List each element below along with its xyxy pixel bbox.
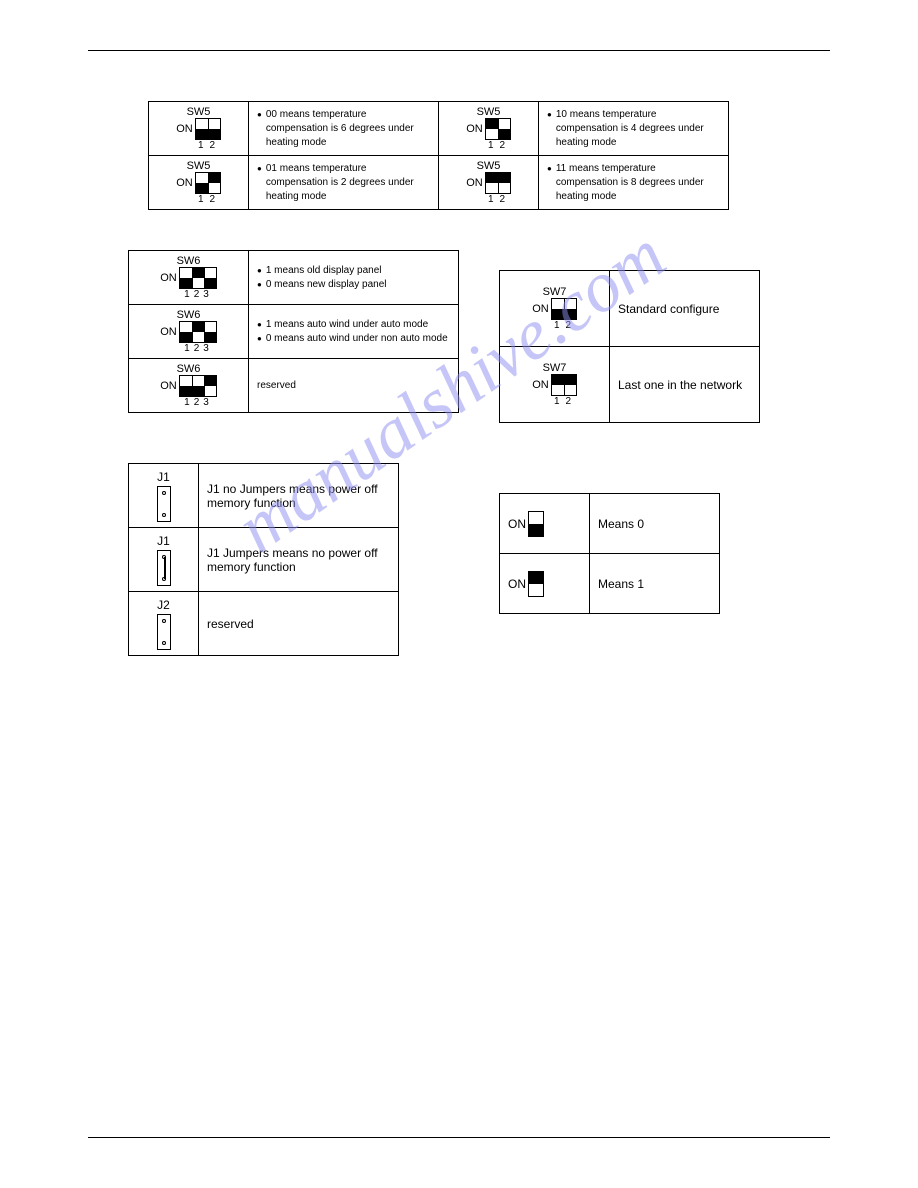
jumper-icon: J2 [157,598,171,650]
jumper-legend-row: J1 J1 no Jumpers means power off memory … [128,463,830,656]
sw6-r1-b1: 1 means auto wind under auto mode [266,318,428,332]
sw5-text-3: 11 means temperature compensation is 8 d… [556,162,720,204]
dip-switch-icon: SW6ON123 [160,255,217,300]
leg-r0-text: Means 0 [598,517,644,531]
legend-switch-icon: ON [508,511,581,537]
dip-switch-icon: SW7ON12 [532,286,577,331]
jumper-table: J1 J1 no Jumpers means power off memory … [128,463,399,656]
legend-switch-icon: ON [508,571,581,597]
dip-switch-icon: SW6ON123 [160,309,217,354]
j-r1-text: J1 Jumpers means no power off memory fun… [207,546,378,574]
sw5-text-0: 00 means temperature compensation is 6 d… [266,108,430,150]
dip-switch-icon: SW5ON12 [466,106,511,151]
sw5-text-1: 10 means temperature compensation is 4 d… [556,108,720,150]
sw6-table: SW6ON123 1 means old display panel 0 mea… [128,250,459,413]
j-r2-text: reserved [207,617,254,631]
sw6-r0-b1: 1 means old display panel [266,264,382,278]
sw7-r0-text: Standard configure [618,302,719,316]
bottom-rule [88,1137,830,1138]
leg-r1-text: Means 1 [598,577,644,591]
j-r0-text: J1 no Jumpers means power off memory fun… [207,482,378,510]
top-rule [88,50,830,51]
jumper-icon: J1 [157,534,171,586]
sw6-r0-b2: 0 means new display panel [266,278,387,292]
sw5-section: SW5ON12 00 means temperature compensatio… [148,101,830,210]
sw5-text-2: 01 means temperature compensation is 2 d… [266,162,430,204]
sw7-r1-text: Last one in the network [618,378,742,392]
sw6-r2-text: reserved [257,380,296,391]
dip-switch-icon: SW5ON12 [176,160,221,205]
sw5-table: SW5ON12 00 means temperature compensatio… [148,101,729,210]
sw6-sw7-row: SW6ON123 1 means old display panel 0 mea… [128,250,830,423]
legend-table: ON Means 0 ON Means 1 [499,493,720,614]
jumper-icon: J1 [157,470,171,522]
dip-switch-icon: SW6ON123 [160,363,217,408]
dip-switch-icon: SW5ON12 [176,106,221,151]
dip-switch-icon: SW7ON12 [532,362,577,407]
sw7-table: SW7ON12 Standard configure SW7ON12 Last … [499,270,760,423]
sw6-r1-b2: 0 means auto wind under non auto mode [266,332,448,346]
dip-switch-icon: SW5ON12 [466,160,511,205]
